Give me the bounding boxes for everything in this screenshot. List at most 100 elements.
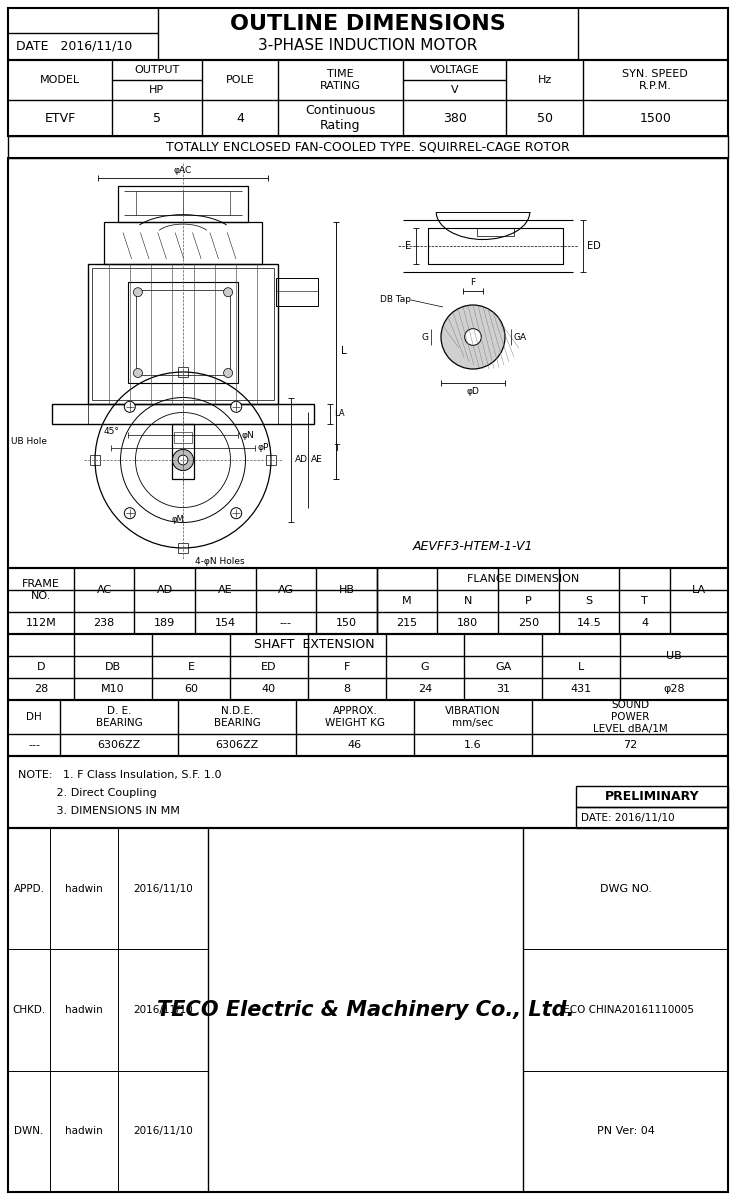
Circle shape: [464, 329, 481, 346]
Bar: [136, 290, 230, 374]
Text: S: S: [586, 596, 592, 606]
Circle shape: [133, 368, 142, 378]
Text: VIBRATION
mm/sec: VIBRATION mm/sec: [445, 706, 500, 727]
Text: D. E.
BEARING: D. E. BEARING: [96, 706, 142, 727]
Bar: [178, 367, 188, 377]
Text: APPROX.
WEIGHT KG: APPROX. WEIGHT KG: [325, 706, 385, 727]
Bar: [428, 228, 563, 264]
Text: hadwin: hadwin: [65, 1127, 103, 1136]
Bar: [128, 282, 238, 383]
Text: φP: φP: [258, 444, 269, 452]
Bar: [174, 432, 192, 443]
Text: L: L: [341, 346, 347, 355]
Circle shape: [230, 401, 241, 413]
Text: φ28: φ28: [663, 684, 684, 694]
Text: hadwin: hadwin: [65, 883, 103, 894]
Text: 14.5: 14.5: [577, 618, 601, 628]
Text: 150: 150: [336, 618, 357, 628]
Text: TECO CHINA20161110005: TECO CHINA20161110005: [557, 1006, 694, 1015]
Text: 60: 60: [184, 684, 198, 694]
Text: MODEL: MODEL: [40, 74, 80, 85]
Text: 1.6: 1.6: [464, 740, 482, 750]
Text: 431: 431: [570, 684, 592, 694]
Circle shape: [178, 455, 188, 464]
Text: SHAFT  EXTENSION: SHAFT EXTENSION: [254, 638, 375, 652]
Text: PRELIMINARY: PRELIMINARY: [605, 790, 699, 803]
Text: LA: LA: [692, 584, 706, 595]
Text: 4-φN Holes: 4-φN Holes: [195, 557, 244, 566]
Text: TECO Electric & Machinery Co., Ltd.: TECO Electric & Machinery Co., Ltd.: [157, 1000, 574, 1020]
Text: 2016/11/10: 2016/11/10: [133, 883, 193, 894]
Text: M: M: [403, 596, 412, 606]
Text: P: P: [525, 596, 532, 606]
Text: 112M: 112M: [26, 618, 56, 628]
Bar: [576, 806, 728, 828]
Text: 50: 50: [537, 112, 553, 125]
Text: DWN.: DWN.: [14, 1127, 43, 1136]
Text: 6306ZZ: 6306ZZ: [97, 740, 141, 750]
Bar: [8, 756, 728, 828]
Text: N.D.E.
BEARING: N.D.E. BEARING: [213, 706, 261, 727]
Text: 40: 40: [262, 684, 276, 694]
Text: AE: AE: [218, 584, 233, 595]
Bar: [88, 264, 278, 404]
Bar: [52, 404, 314, 424]
Text: AC: AC: [96, 584, 112, 595]
Text: UB: UB: [666, 650, 682, 661]
Text: E: E: [405, 241, 411, 251]
Text: φN: φN: [241, 431, 254, 439]
Bar: [8, 828, 728, 1192]
Text: APPD.: APPD.: [13, 883, 44, 894]
Circle shape: [133, 288, 142, 296]
Circle shape: [224, 288, 233, 296]
Text: 6306ZZ: 6306ZZ: [216, 740, 258, 750]
Text: 4: 4: [641, 618, 648, 628]
Text: OUTLINE DIMENSIONS: OUTLINE DIMENSIONS: [230, 13, 506, 34]
Text: PN Ver: 04: PN Ver: 04: [597, 1127, 654, 1136]
Circle shape: [230, 508, 241, 518]
Text: TOTALLY ENCLOSED FAN-COOLED TYPE. SQUIRREL-CAGE ROTOR: TOTALLY ENCLOSED FAN-COOLED TYPE. SQUIRR…: [166, 140, 570, 154]
Bar: [477, 228, 514, 236]
Text: Hz: Hz: [537, 74, 552, 85]
Text: SYN. SPEED
R.P.M.: SYN. SPEED R.P.M.: [623, 70, 688, 91]
Text: FRAME
NO.: FRAME NO.: [22, 580, 60, 601]
Bar: [8, 60, 728, 136]
Text: Continuous
Rating: Continuous Rating: [305, 104, 375, 132]
Text: M10: M10: [101, 684, 125, 694]
Circle shape: [224, 368, 233, 378]
Text: DATE: 2016/11/10: DATE: 2016/11/10: [581, 812, 675, 822]
Bar: [118, 186, 248, 222]
Text: 2. Direct Coupling: 2. Direct Coupling: [18, 788, 157, 798]
Text: AG: AG: [278, 584, 294, 595]
Text: E: E: [188, 662, 194, 672]
Text: 28: 28: [34, 684, 48, 694]
Text: L: L: [578, 662, 584, 672]
Text: F: F: [470, 278, 475, 287]
Text: 46: 46: [348, 740, 362, 750]
Text: UB Hole: UB Hole: [11, 437, 47, 446]
Circle shape: [124, 401, 135, 413]
Text: HB: HB: [339, 584, 355, 595]
Circle shape: [441, 305, 505, 370]
Text: 5: 5: [153, 112, 161, 125]
Bar: [8, 8, 728, 60]
Text: 8: 8: [344, 684, 350, 694]
Text: ---: ---: [28, 740, 40, 750]
Text: N: N: [464, 596, 472, 606]
Text: 189: 189: [154, 618, 175, 628]
Text: 238: 238: [93, 618, 115, 628]
Text: LA: LA: [334, 409, 344, 419]
Text: ED: ED: [261, 662, 277, 672]
Text: 31: 31: [496, 684, 510, 694]
Text: DB: DB: [105, 662, 121, 672]
Text: TIME
RATING: TIME RATING: [320, 70, 361, 91]
Text: 45°: 45°: [104, 426, 120, 436]
Text: hadwin: hadwin: [65, 1006, 103, 1015]
Bar: [8, 634, 728, 700]
Text: DWG NO.: DWG NO.: [600, 883, 651, 894]
Text: G: G: [421, 332, 428, 342]
Text: GA: GA: [514, 332, 527, 342]
Text: φAC: φAC: [174, 166, 192, 175]
Text: AD: AD: [157, 584, 173, 595]
Text: φM: φM: [171, 515, 185, 523]
